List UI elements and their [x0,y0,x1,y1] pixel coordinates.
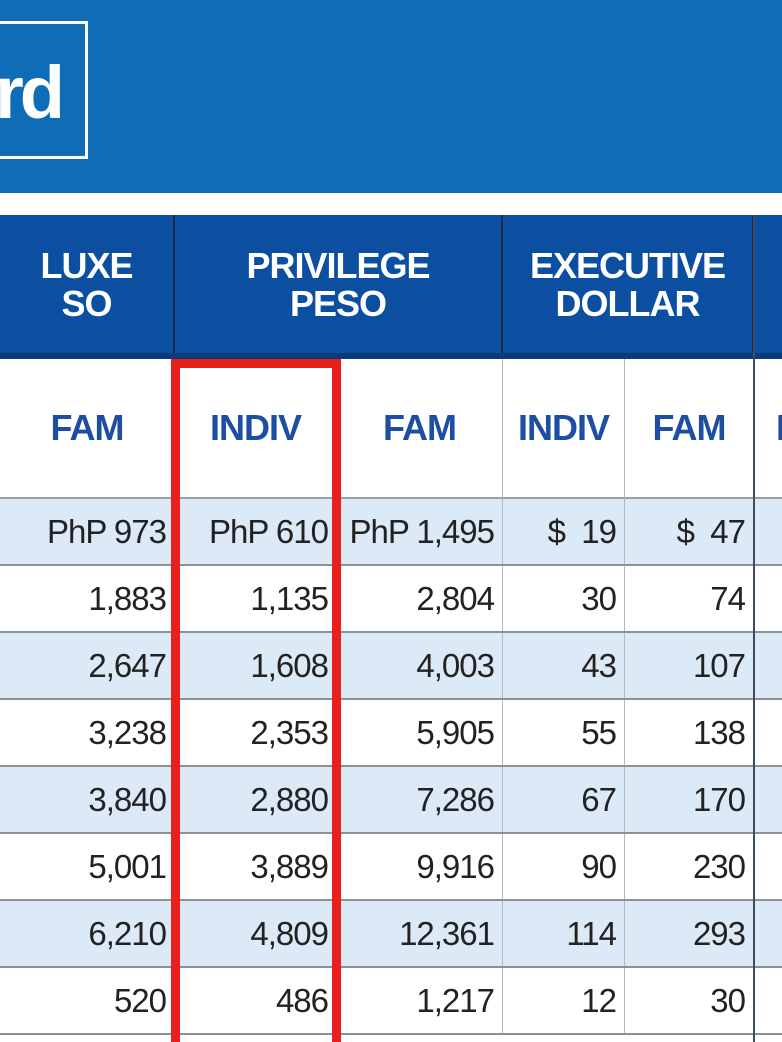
cell-privilege-fam: 5,905 [337,700,503,765]
cell-executive-indiv: 67 [503,767,625,832]
subheader-deluxe-fam: FAM [0,359,175,499]
cell-deluxe-fam: 2,647 [0,633,175,698]
column-divider [753,215,755,1042]
cell-deluxe-fam: PhP 973 [0,499,175,564]
table-row: 3,238 2,353 5,905 55 138 [0,700,782,767]
header-banner: rd [0,0,782,193]
cell-privilege-fam: 4,003 [337,633,503,698]
cell-executive-indiv: 30 [503,566,625,631]
header-divider [0,353,782,359]
table-row: 6,210 4,809 12,361 114 293 [0,901,782,968]
cell-executive-fam: 107 [625,633,754,698]
cell-privilege-indiv: 1,135 [175,566,337,631]
cell-privilege-fam: 9,916 [337,834,503,899]
cell-privilege-indiv: 2,353 [175,700,337,765]
cell-executive-indiv: $ 19 [503,499,625,564]
column-group-deluxe-peso: LUXE SO [0,215,175,355]
cell-deluxe-fam: 3,840 [0,767,175,832]
cell-executive-indiv: 114 [503,901,625,966]
cell-privilege-indiv: 1,608 [175,633,337,698]
cell-deluxe-fam: 5,001 [0,834,175,899]
table-row: 1,883 1,135 2,804 30 74 [0,566,782,633]
cell-deluxe-fam: 1,883 [0,566,175,631]
cell-privilege-indiv: 4,809 [175,901,337,966]
cell-executive-fam: 138 [625,700,754,765]
subheader-privilege-fam: FAM [337,359,503,499]
subheader-privilege-indiv: INDIV [175,359,337,499]
cell-executive-indiv: 43 [503,633,625,698]
cell-privilege-indiv: PhP 610 [175,499,337,564]
title-box [0,21,88,159]
cell-executive-fam: 74 [625,566,754,631]
cell-privilege-indiv: 3,889 [175,834,337,899]
cell-deluxe-fam: 520 [0,968,175,1033]
subheader-next: I [754,359,782,499]
column-group-executive-dollar: EXECUTIVE DOLLAR [503,215,754,355]
cell-privilege-fam: 1,217 [337,968,503,1033]
cell-executive-indiv: 55 [503,700,625,765]
cell-privilege-indiv: 2,880 [175,767,337,832]
table-row: 3,840 2,880 7,286 67 170 [0,767,782,834]
cell-executive-fam: 30 [625,968,754,1033]
cell-deluxe-fam: 3,238 [0,700,175,765]
banner-title: rd [0,51,65,134]
table-row: PhP 973 PhP 610 PhP 1,495 $ 19 $ 47 [0,499,782,566]
cell-executive-fam: $ 47 [625,499,754,564]
cell-privilege-indiv: 486 [175,968,337,1033]
table-row: 520 486 1,217 12 30 [0,968,782,1035]
cell-executive-fam: 293 [625,901,754,966]
cell-executive-indiv: 90 [503,834,625,899]
cell-privilege-fam: PhP 1,495 [337,499,503,564]
table-row: 2,647 1,608 4,003 43 107 [0,633,782,700]
column-group-privilege-peso: PRIVILEGE PESO [175,215,503,355]
table-row: 5,001 3,889 9,916 90 230 [0,834,782,901]
column-group-next [754,215,782,355]
subheader-executive-indiv: INDIV [503,359,625,499]
cell-executive-fam: 170 [625,767,754,832]
spacer [0,193,782,215]
cell-deluxe-fam: 6,210 [0,901,175,966]
cell-privilege-fam: 7,286 [337,767,503,832]
cell-privilege-fam: 12,361 [337,901,503,966]
cell-executive-fam: 230 [625,834,754,899]
cell-executive-indiv: 12 [503,968,625,1033]
subheader-executive-fam: FAM [625,359,754,499]
cell-privilege-fam: 2,804 [337,566,503,631]
